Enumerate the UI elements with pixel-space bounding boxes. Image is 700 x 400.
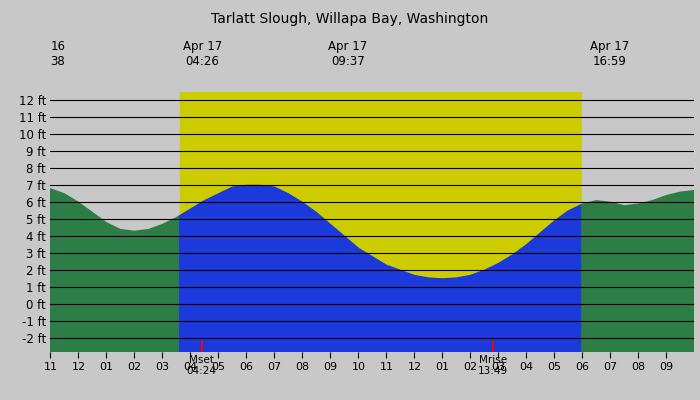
Text: Mset
04:24: Mset 04:24	[187, 354, 216, 376]
Polygon shape	[180, 186, 582, 352]
Text: Apr 17
16:59: Apr 17 16:59	[590, 40, 629, 68]
Text: Tarlatt Slough, Willapa Bay, Washington: Tarlatt Slough, Willapa Bay, Washington	[211, 12, 489, 26]
Text: 16
38: 16 38	[50, 40, 65, 68]
Polygon shape	[50, 189, 180, 352]
Text: Apr 17
04:26: Apr 17 04:26	[183, 40, 222, 68]
Text: Apr 17
09:37: Apr 17 09:37	[328, 40, 368, 68]
Bar	[180, 92, 582, 352]
Polygon shape	[582, 190, 694, 352]
Bar	[582, 92, 694, 352]
Bar	[50, 92, 180, 352]
Text: Mrise
13:49: Mrise 13:49	[478, 354, 508, 376]
